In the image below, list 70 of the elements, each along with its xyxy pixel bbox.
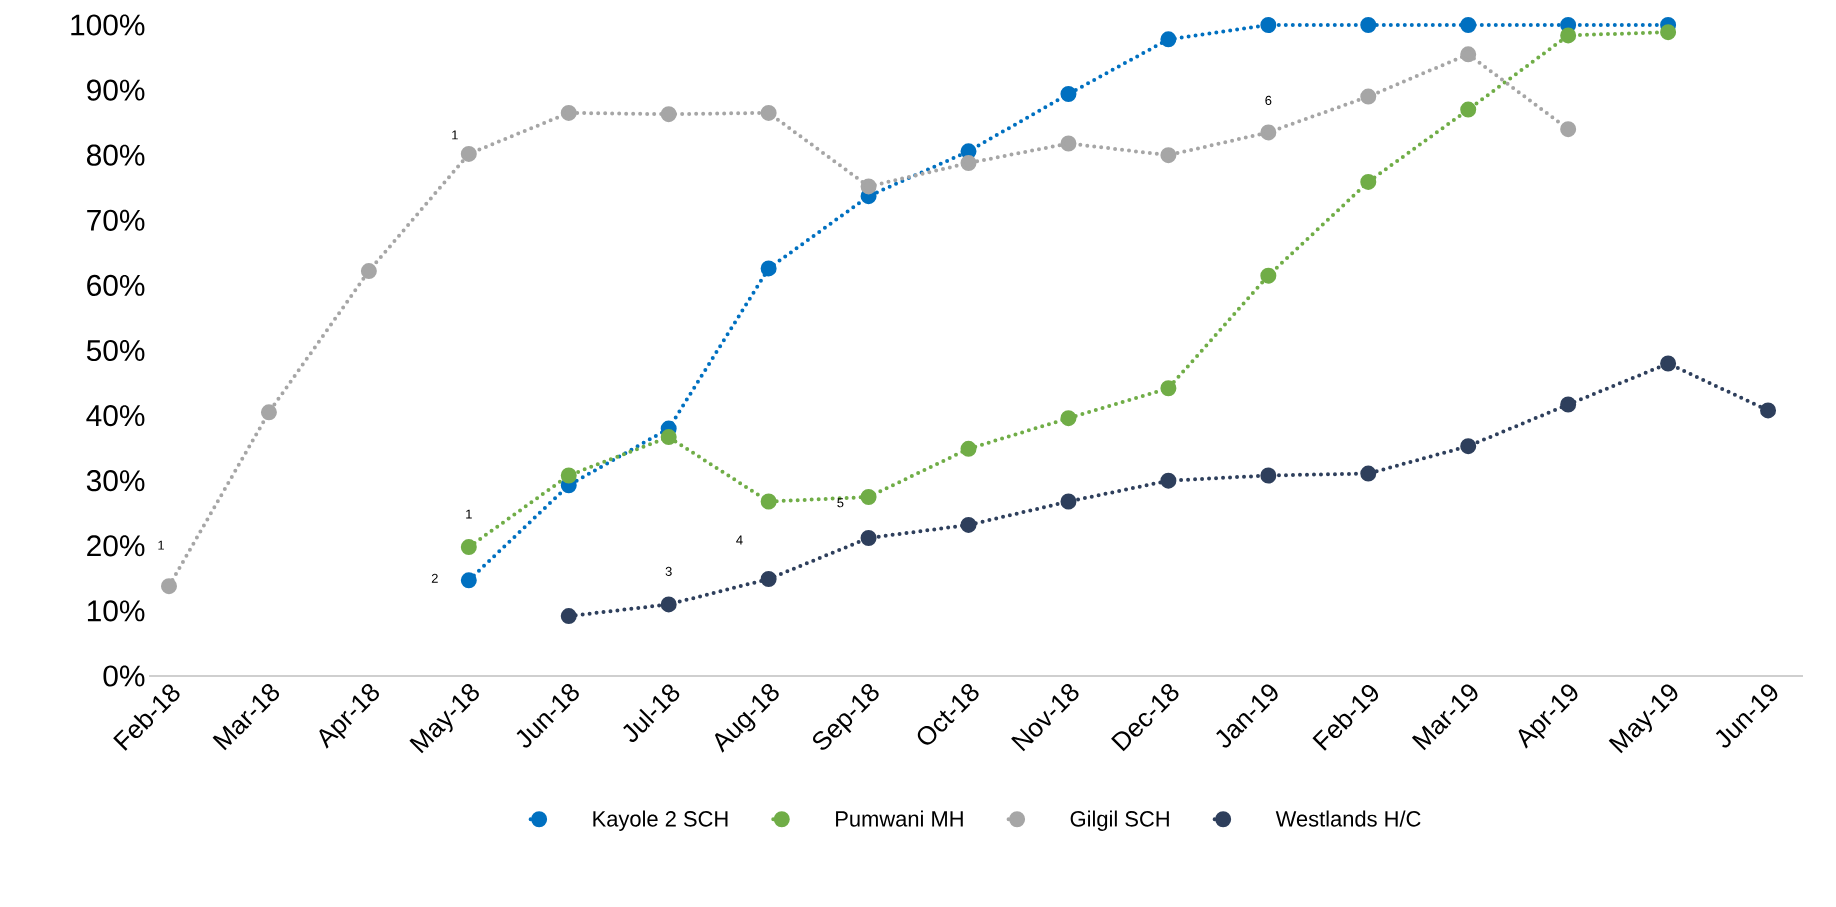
- point: [1360, 173, 1377, 190]
- point: [1460, 16, 1477, 33]
- point: [1060, 135, 1077, 152]
- annotation: 5: [837, 498, 844, 508]
- point: [460, 539, 477, 556]
- point: [460, 145, 477, 162]
- point: [160, 578, 177, 595]
- point: [1460, 46, 1477, 63]
- point: [760, 571, 777, 587]
- point: [1660, 24, 1677, 41]
- point: [1160, 31, 1177, 48]
- point: [1560, 121, 1577, 138]
- point: [1060, 410, 1077, 427]
- point: [1560, 396, 1577, 413]
- point: [1060, 493, 1077, 510]
- point: [660, 429, 677, 446]
- annotation: 6: [1265, 95, 1272, 105]
- legend-label: Pumwani MH: [836, 810, 963, 827]
- annotation: 1: [158, 540, 164, 550]
- y-tick-label: 90%: [87, 79, 145, 101]
- y-tick-label: 80%: [86, 144, 145, 166]
- annotation: 3: [665, 566, 672, 576]
- point: [460, 572, 477, 589]
- point: [1160, 147, 1177, 164]
- y-tick-label: 100%: [71, 14, 145, 36]
- point: [1360, 88, 1377, 105]
- annotation: 4: [736, 535, 743, 545]
- point: [860, 178, 877, 195]
- point: [960, 440, 977, 457]
- point: [1460, 438, 1477, 455]
- legend-label: Westlands H/C: [1275, 810, 1421, 827]
- point: [260, 404, 277, 421]
- annotation: 1: [466, 509, 472, 519]
- y-tick-label: 40%: [86, 405, 145, 427]
- legend-label: Gilgil SCH: [1070, 810, 1169, 831]
- point: [1260, 16, 1277, 33]
- point: [1060, 86, 1077, 102]
- point: [660, 596, 677, 613]
- y-tick-label: 70%: [87, 209, 145, 231]
- point: [560, 608, 577, 625]
- y-tick-label: 60%: [87, 274, 145, 296]
- point: [360, 263, 377, 280]
- point: [960, 516, 977, 533]
- y-tick-label: 30%: [86, 470, 145, 492]
- point: [560, 104, 577, 121]
- annotation: 1: [452, 130, 458, 140]
- point: [660, 106, 677, 123]
- point: [760, 260, 777, 277]
- y-tick-label: 20%: [87, 535, 145, 557]
- point: [760, 104, 777, 121]
- point: [860, 529, 877, 546]
- point: [1260, 467, 1277, 484]
- point: [960, 155, 977, 171]
- point: [760, 493, 777, 510]
- y-tick-label: 10%: [87, 600, 145, 622]
- point: [1160, 472, 1177, 489]
- point: [1360, 16, 1377, 33]
- point: [1460, 101, 1477, 118]
- point: [560, 467, 577, 484]
- point: [1160, 380, 1177, 397]
- point: [1260, 267, 1277, 284]
- point: [860, 488, 877, 505]
- annotation: 2: [431, 573, 438, 583]
- point: [1760, 402, 1777, 419]
- point: [1560, 27, 1577, 44]
- point: [1260, 124, 1277, 141]
- point: [1660, 355, 1677, 372]
- legend-label: Kayole 2 SCH: [593, 810, 728, 831]
- y-tick-label: 50%: [86, 339, 145, 362]
- point: [1360, 465, 1377, 482]
